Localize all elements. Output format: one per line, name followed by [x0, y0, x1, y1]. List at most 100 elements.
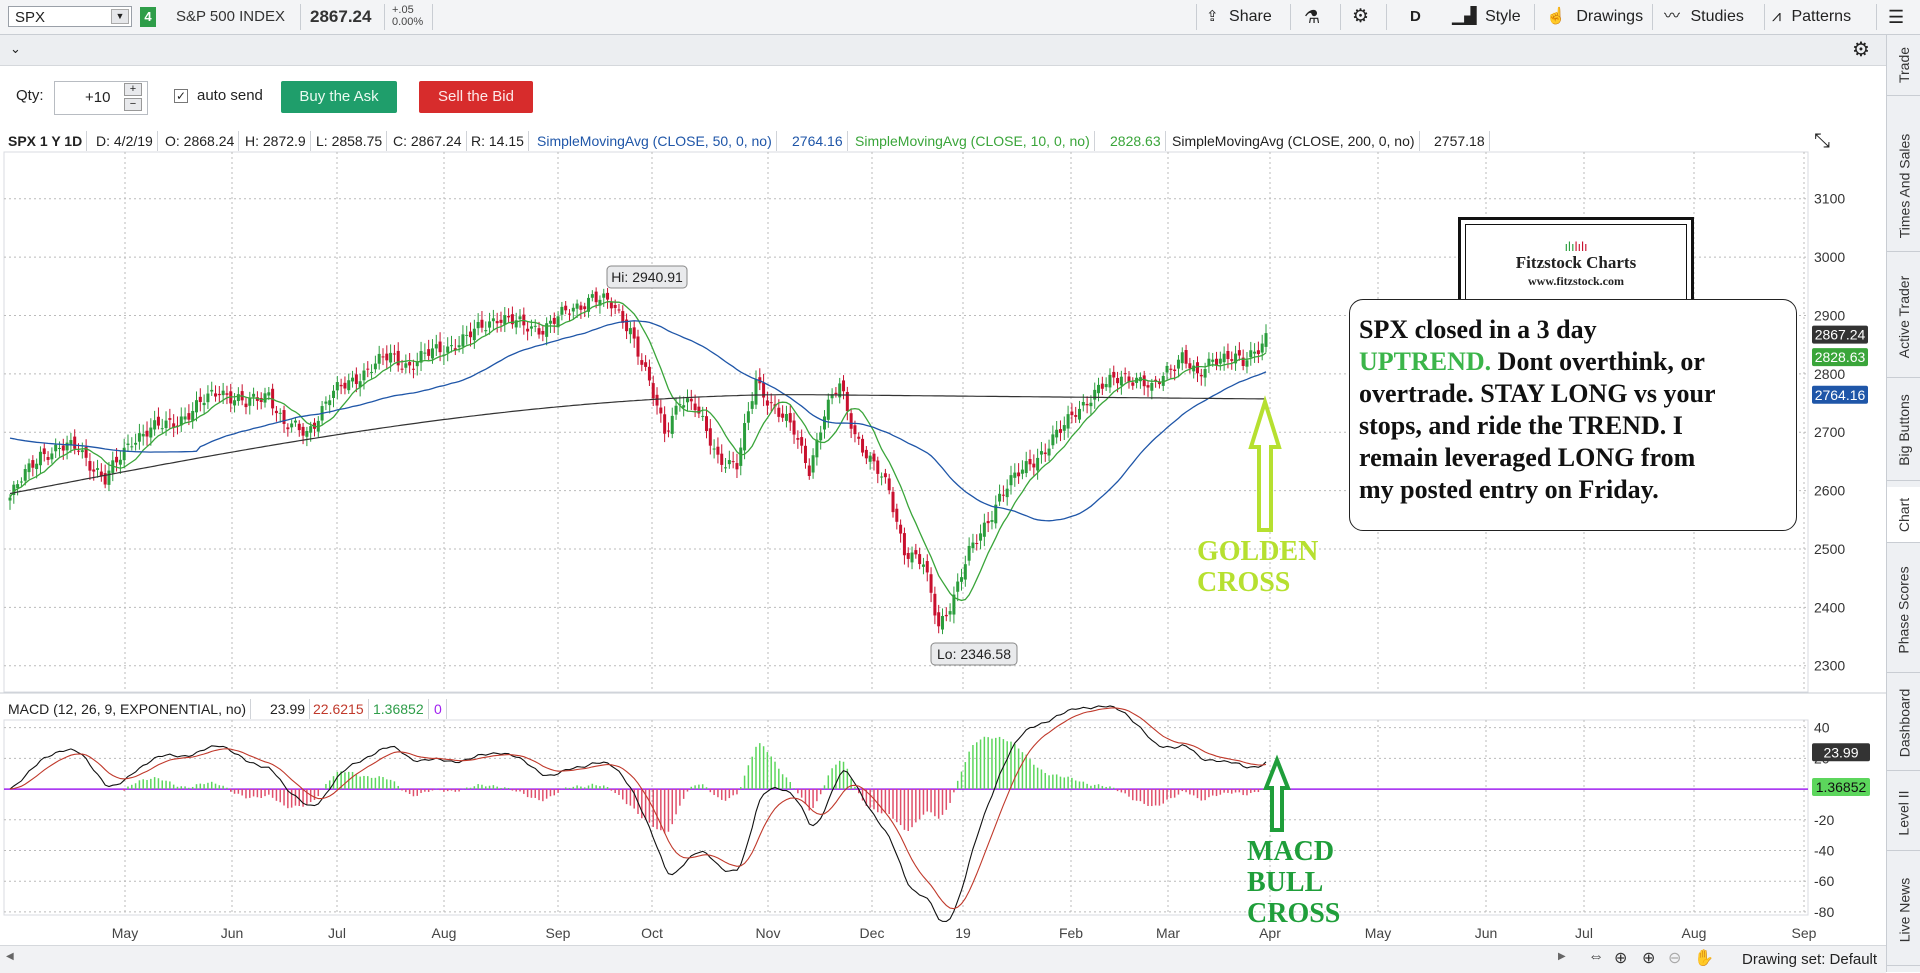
- zoom-in-icon[interactable]: ⊕: [1642, 950, 1656, 967]
- zoom-fit-icon[interactable]: ⇔: [1588, 948, 1604, 965]
- tab-times-and-sales[interactable]: Times And Sales: [1887, 121, 1920, 252]
- candle-body: [526, 328, 530, 332]
- qty-input[interactable]: +10: [54, 81, 148, 115]
- x-tick-label: Nov: [756, 925, 781, 941]
- qty-stepper[interactable]: + −: [124, 83, 142, 113]
- qty-label: Qty:: [16, 87, 44, 104]
- candle-body: [1043, 452, 1047, 455]
- settings-gear-icon[interactable]: ⚙: [1852, 39, 1870, 61]
- candle-body: [1215, 358, 1219, 366]
- candle-body: [404, 363, 408, 368]
- studies-button[interactable]: 〰 Studies: [1664, 8, 1744, 25]
- pan-hand-icon[interactable]: ✋: [1694, 950, 1714, 967]
- candle-body: [92, 469, 96, 472]
- candle-body: [366, 368, 370, 370]
- sma10-label[interactable]: SimpleMovingAvg (CLOSE, 10, 0, no): [851, 131, 1095, 151]
- tab-dashboard[interactable]: Dashboard: [1887, 675, 1920, 771]
- candle-body: [1184, 350, 1188, 364]
- zoom-out-icon[interactable]: ⊖: [1668, 950, 1682, 967]
- macd-tick-label: 40: [1814, 720, 1830, 736]
- patterns-button[interactable]: ⩘ Patterns: [1772, 8, 1852, 25]
- style-button[interactable]: ▁▟ Style: [1452, 8, 1521, 25]
- candle-body: [297, 423, 301, 431]
- share-button[interactable]: ⇪ Share: [1206, 8, 1272, 25]
- candle-body: [309, 426, 313, 433]
- x-tick-label: 19: [955, 925, 971, 941]
- macd-tag: [1812, 777, 1870, 796]
- candle-body: [103, 473, 107, 485]
- candle-body: [967, 545, 971, 561]
- x-tick-label: Jun: [221, 925, 244, 941]
- expand-arrows-icon[interactable]: ⤡: [1814, 130, 1830, 152]
- candle-body: [803, 445, 807, 464]
- candle-body: [533, 325, 537, 327]
- increment-icon[interactable]: +: [124, 83, 142, 96]
- commentary-line: SPX closed in a 3 day: [1359, 315, 1597, 344]
- close-readout: C: 2867.24: [389, 131, 467, 151]
- candle-body: [122, 447, 126, 461]
- candle-body: [12, 484, 16, 495]
- tab-chart[interactable]: Chart: [1887, 487, 1920, 543]
- decrement-icon[interactable]: −: [124, 98, 142, 111]
- tab-phase-scores[interactable]: Phase Scores: [1887, 547, 1920, 673]
- drawings-icon: ☝: [1546, 8, 1566, 25]
- menu-icon[interactable]: ☰: [1888, 7, 1905, 27]
- candle-body: [594, 291, 598, 303]
- candle-body: [1253, 351, 1257, 354]
- collapse-chevron-icon[interactable]: ⌄: [10, 41, 21, 56]
- candle-body: [491, 318, 495, 322]
- crosshair-icon[interactable]: ⊕: [1614, 950, 1628, 967]
- buy-the-ask-button[interactable]: Buy the Ask: [281, 81, 397, 113]
- candle-body: [347, 380, 351, 391]
- candle-body: [792, 420, 796, 435]
- macd-label[interactable]: MACD (12, 26, 9, EXPONENTIAL, no): [4, 699, 252, 719]
- sma200-label[interactable]: SimpleMovingAvg (CLOSE, 200, 0, no): [1168, 131, 1420, 151]
- candle-body: [1051, 434, 1055, 446]
- candle-body: [411, 368, 415, 370]
- candle-body: [179, 416, 183, 426]
- candle-body: [1264, 333, 1268, 347]
- candle-body: [1066, 414, 1070, 429]
- candle-body: [507, 316, 511, 318]
- scroll-left-icon[interactable]: ◀: [6, 951, 14, 962]
- candle-body: [1047, 448, 1051, 456]
- scroll-right-icon[interactable]: ▶: [1558, 951, 1566, 962]
- tab-live-news[interactable]: Live News: [1887, 855, 1920, 966]
- candle-body: [880, 476, 884, 478]
- x-tick-label: Jul: [1575, 925, 1593, 941]
- candle-body: [940, 615, 944, 630]
- candle-body: [427, 349, 431, 356]
- candle-body: [1222, 353, 1226, 363]
- tab-trade[interactable]: Trade: [1887, 35, 1920, 96]
- candle-body: [465, 334, 469, 336]
- candle-body: [1180, 352, 1184, 364]
- gear-icon[interactable]: ⚙: [1352, 6, 1370, 27]
- symbol-input[interactable]: SPX ▼: [8, 6, 132, 27]
- top-toolbar: SPX ▼ 4 S&P 500 INDEX 2867.24 +.05 0.00%…: [0, 0, 1920, 35]
- y-tick-label: 2600: [1814, 483, 1845, 499]
- sell-the-bid-button[interactable]: Sell the Bid: [419, 81, 533, 113]
- candle-body: [625, 319, 629, 332]
- auto-send-checkbox[interactable]: ✓: [174, 89, 188, 103]
- candle-body: [488, 321, 492, 328]
- drawings-button[interactable]: ☝ Drawings: [1546, 8, 1644, 25]
- fitzstock-logo: ılılılı Fitzstock Charts www.fitzstock.c…: [1458, 217, 1694, 309]
- link-group-badge[interactable]: 4: [140, 7, 156, 27]
- drawing-set-label[interactable]: Drawing set: Default: [1742, 951, 1878, 968]
- x-tick-label: Jul: [328, 925, 346, 941]
- candle-body: [1100, 383, 1104, 389]
- candle-body: [621, 311, 625, 323]
- candle-body: [666, 430, 670, 432]
- candle-body: [1154, 379, 1158, 381]
- tab-level-ii[interactable]: Level II: [1887, 775, 1920, 851]
- tab-big-buttons[interactable]: Big Buttons: [1887, 380, 1920, 481]
- candle-body: [640, 360, 644, 365]
- tab-active-trader[interactable]: Active Trader: [1887, 257, 1920, 378]
- sma50-label[interactable]: SimpleMovingAvg (CLOSE, 50, 0, no): [533, 131, 777, 151]
- candle-body: [202, 402, 206, 406]
- candle-body: [38, 451, 42, 466]
- period-button[interactable]: D: [1410, 8, 1421, 25]
- y-tick-label: 2700: [1814, 424, 1845, 440]
- symbol-dropdown-icon[interactable]: ▼: [111, 9, 129, 24]
- flask-icon[interactable]: ⚗: [1304, 7, 1321, 27]
